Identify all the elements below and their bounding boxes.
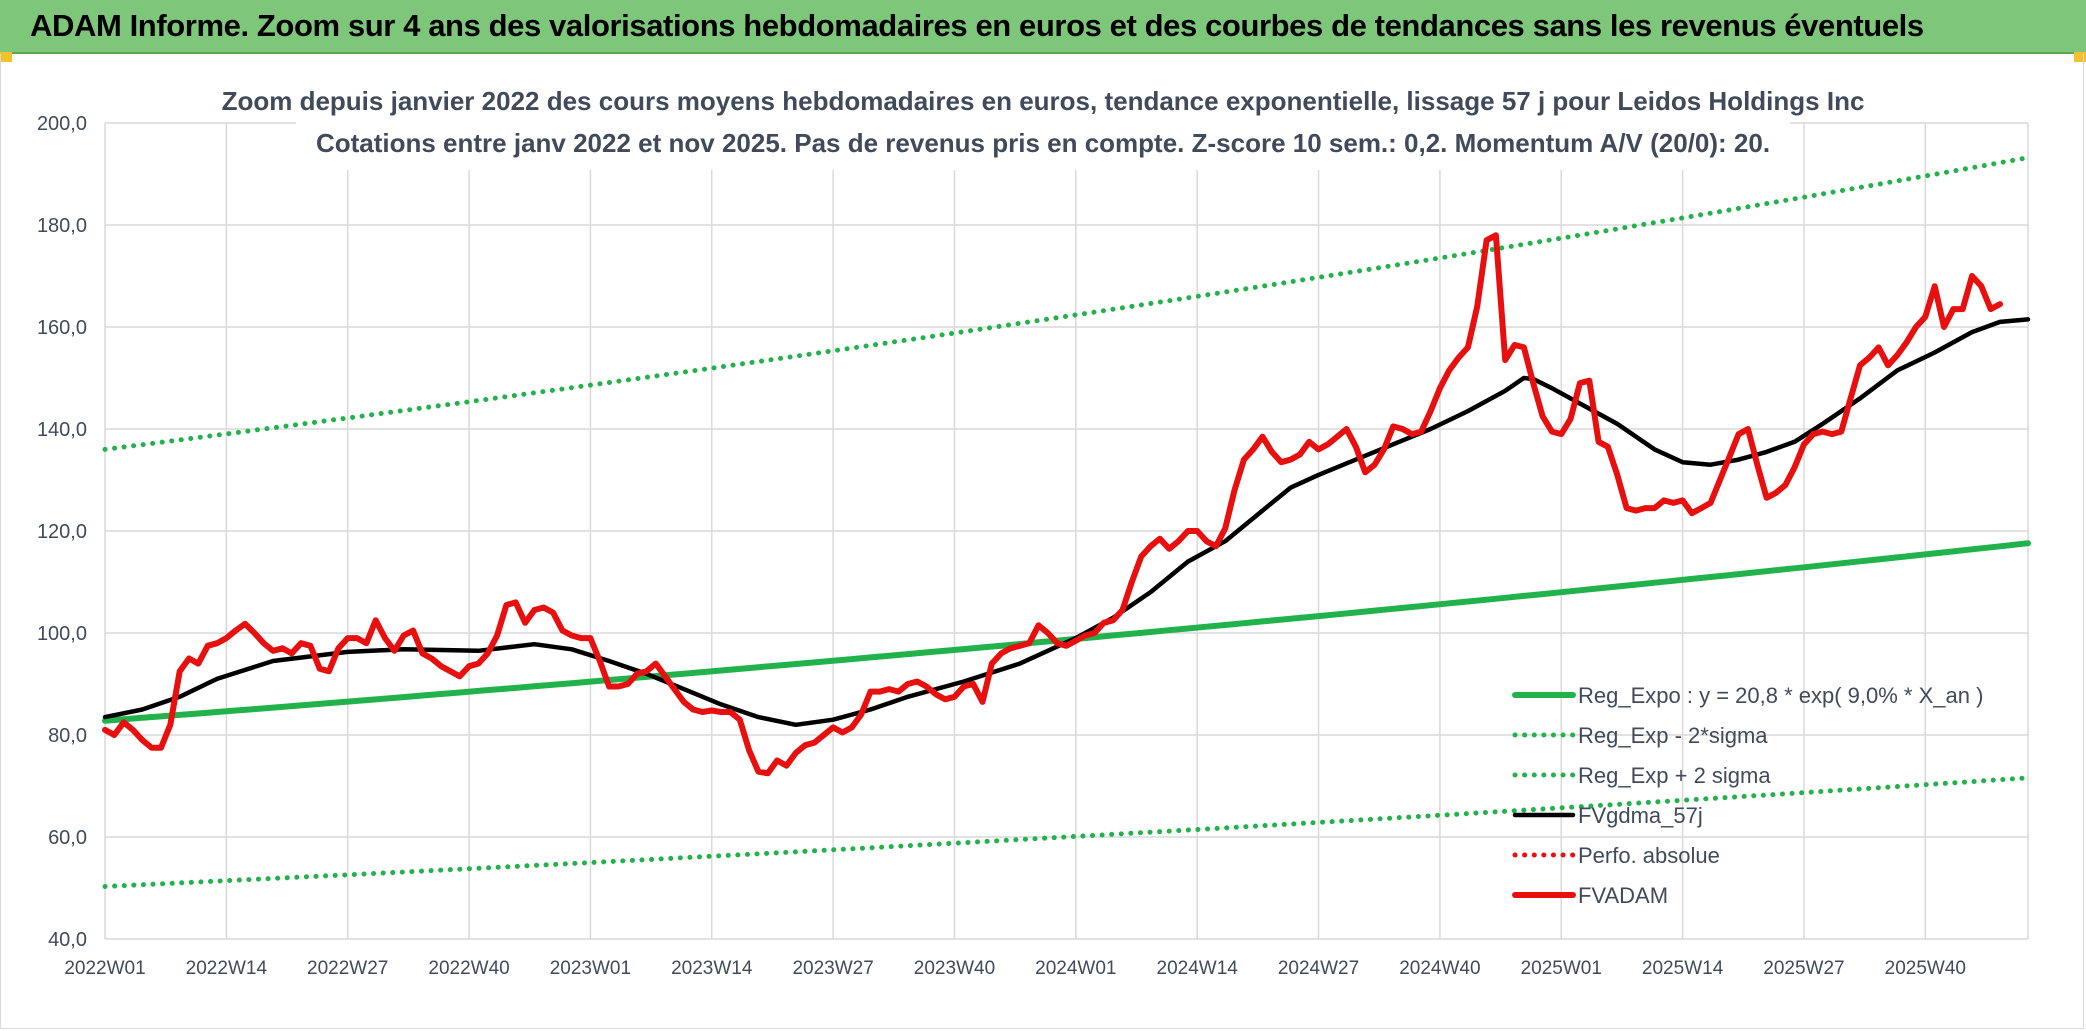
x-tick-label: 2022W27 xyxy=(307,958,388,979)
page-title: ADAM Informe. Zoom sur 4 ans des valoris… xyxy=(30,8,1924,43)
y-tick-label: 60,0 xyxy=(48,827,87,849)
legend: Reg_Expo : y = 20,8 * exp( 9,0% * X_an )… xyxy=(1512,683,1983,908)
y-axis-ticks: 40,0 60,0 80,0 100,0 120,0 140,0 160,0 180,0 200… xyxy=(37,113,87,951)
x-tick-label: 2025W27 xyxy=(1763,958,1844,979)
chart-title-background xyxy=(296,76,1790,170)
x-tick-label: 2025W14 xyxy=(1642,958,1724,979)
x-tick-label: 2022W14 xyxy=(186,958,268,979)
legend-label-perfo-absolue: Perfo. absolue xyxy=(1578,843,1720,868)
legend-label-fvadam: FVADAM xyxy=(1578,883,1668,908)
banner-accent-right xyxy=(2074,52,2086,62)
x-tick-label: 2023W14 xyxy=(671,958,753,979)
x-tick-label: 2025W40 xyxy=(1885,958,1966,979)
chart-title-line2: Cotations entre janv 2022 et nov 2025. P… xyxy=(316,128,1770,158)
x-tick-label: 2025W01 xyxy=(1521,958,1602,979)
x-tick-label: 2022W01 xyxy=(64,958,145,979)
y-tick-label: 80,0 xyxy=(48,725,87,747)
x-tick-label: 2023W01 xyxy=(550,958,631,979)
y-tick-label: 160,0 xyxy=(37,317,87,339)
x-tick-label: 2024W27 xyxy=(1278,958,1359,979)
x-tick-label: 2024W01 xyxy=(1035,958,1116,979)
series-fvadam xyxy=(102,232,2003,777)
x-tick-label: 2023W27 xyxy=(792,958,873,979)
x-axis-ticks: 2022W01 2022W14 2022W27 2022W40 2023W01 2023W… xyxy=(64,958,1966,979)
grid-lines xyxy=(104,122,2029,940)
legend-label-fvgdma-57j: FVgdma_57j xyxy=(1578,803,1703,828)
y-tick-label: 120,0 xyxy=(37,521,87,543)
series-reg-exp-minus-2sigma xyxy=(102,775,2031,889)
y-tick-label: 200,0 xyxy=(37,113,87,135)
header-banner: ADAM Informe. Zoom sur 4 ans des valoris… xyxy=(0,0,2086,54)
x-tick-label: 2024W40 xyxy=(1399,958,1480,979)
series-reg-expo xyxy=(102,540,2031,724)
y-tick-label: 100,0 xyxy=(37,623,87,645)
x-tick-label: 2022W40 xyxy=(428,958,509,979)
series-reg-exp-plus-2sigma xyxy=(102,155,2031,452)
chart-frame xyxy=(0,54,2084,1029)
y-tick-label: 180,0 xyxy=(37,215,87,237)
x-tick-label: 2024W14 xyxy=(1157,958,1239,979)
legend-label-reg-expo: Reg_Expo : y = 20,8 * exp( 9,0% * X_an ) xyxy=(1578,683,1983,708)
chart-title-line1: Zoom depuis janvier 2022 des cours moyen… xyxy=(222,86,1865,116)
x-tick-label: 2023W40 xyxy=(914,958,995,979)
series-fvgdma-57j xyxy=(102,317,2031,728)
line-chart: Zoom depuis janvier 2022 des cours moyen… xyxy=(37,76,2031,979)
y-tick-label: 140,0 xyxy=(37,419,87,441)
series-layer xyxy=(102,155,2031,889)
legend-label-reg-exp-minus-2sigma: Reg_Exp - 2*sigma xyxy=(1578,723,1768,748)
y-tick-label: 40,0 xyxy=(48,929,87,951)
legend-label-reg-exp-plus-2sigma: Reg_Exp + 2 sigma xyxy=(1578,763,1771,788)
banner-accent-left xyxy=(0,52,12,62)
